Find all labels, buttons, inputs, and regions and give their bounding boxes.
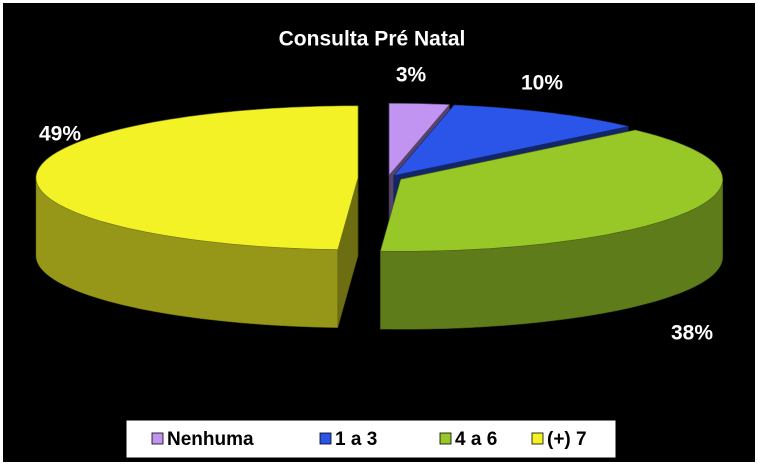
legend-swatch [151,432,164,445]
legend-swatch [439,432,452,445]
legend-label: 1 a 3 [335,429,377,450]
legend-swatch [319,432,332,445]
data-label: 49% [39,123,81,146]
legend-label: Nenhuma [167,429,254,450]
slice [388,102,451,177]
slice [35,105,359,250]
legend-label: (+) 7 [547,429,587,450]
data-label: 38% [671,322,713,345]
legend-label: 4 a 6 [455,429,497,450]
slice [393,104,629,177]
legend-swatch [531,432,544,445]
slice [380,129,724,252]
data-label: 10% [521,72,563,95]
data-label: 3% [396,64,427,87]
chart-title: Consulta Pré Natal [279,28,466,51]
